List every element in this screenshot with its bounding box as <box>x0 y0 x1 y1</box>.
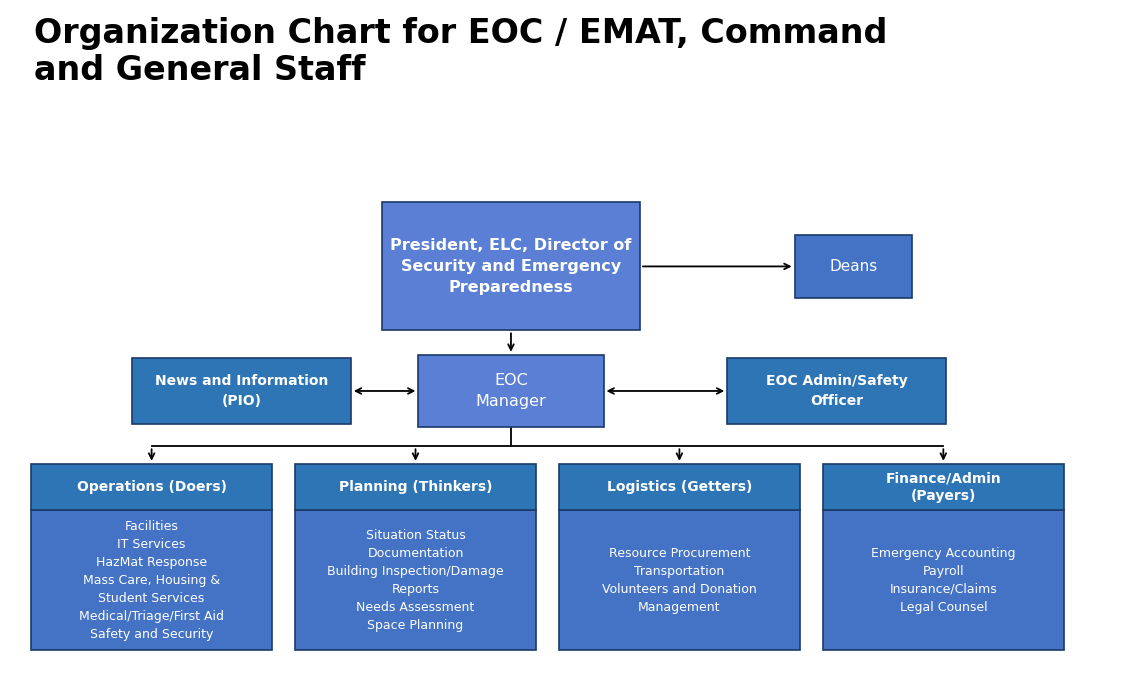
FancyBboxPatch shape <box>294 511 537 650</box>
Text: Deans: Deans <box>830 259 877 274</box>
Text: EOC Admin/Safety
Officer: EOC Admin/Safety Officer <box>766 374 907 408</box>
Text: Finance/Admin
(Payers): Finance/Admin (Payers) <box>885 471 1002 502</box>
FancyBboxPatch shape <box>795 235 912 298</box>
FancyBboxPatch shape <box>559 464 800 511</box>
Text: Resource Procurement
Transportation
Volunteers and Donation
Management: Resource Procurement Transportation Volu… <box>602 547 757 614</box>
FancyBboxPatch shape <box>131 358 350 424</box>
FancyBboxPatch shape <box>559 511 800 650</box>
FancyBboxPatch shape <box>822 511 1063 650</box>
Text: Logistics (Getters): Logistics (Getters) <box>606 480 752 494</box>
Text: Situation Status
Documentation
Building Inspection/Damage
Reports
Needs Assessme: Situation Status Documentation Building … <box>327 529 504 632</box>
Text: Emergency Accounting
Payroll
Insurance/Claims
Legal Counsel: Emergency Accounting Payroll Insurance/C… <box>871 547 1015 614</box>
Text: Facilities
IT Services
HazMat Response
Mass Care, Housing &
Student Services
Med: Facilities IT Services HazMat Response M… <box>79 520 225 641</box>
Text: Planning (Thinkers): Planning (Thinkers) <box>339 480 492 494</box>
FancyBboxPatch shape <box>728 358 946 424</box>
FancyBboxPatch shape <box>382 202 640 331</box>
FancyBboxPatch shape <box>294 464 537 511</box>
FancyBboxPatch shape <box>31 464 272 511</box>
FancyBboxPatch shape <box>31 511 272 650</box>
Text: Operations (Doers): Operations (Doers) <box>76 480 227 494</box>
Text: EOC
Manager: EOC Manager <box>475 373 547 409</box>
FancyBboxPatch shape <box>418 355 604 428</box>
Text: News and Information
(PIO): News and Information (PIO) <box>155 374 328 408</box>
Text: President, ELC, Director of
Security and Emergency
Preparedness: President, ELC, Director of Security and… <box>391 238 631 295</box>
Text: Organization Chart for EOC / EMAT, Command
and General Staff: Organization Chart for EOC / EMAT, Comma… <box>34 17 887 87</box>
FancyBboxPatch shape <box>822 464 1063 511</box>
